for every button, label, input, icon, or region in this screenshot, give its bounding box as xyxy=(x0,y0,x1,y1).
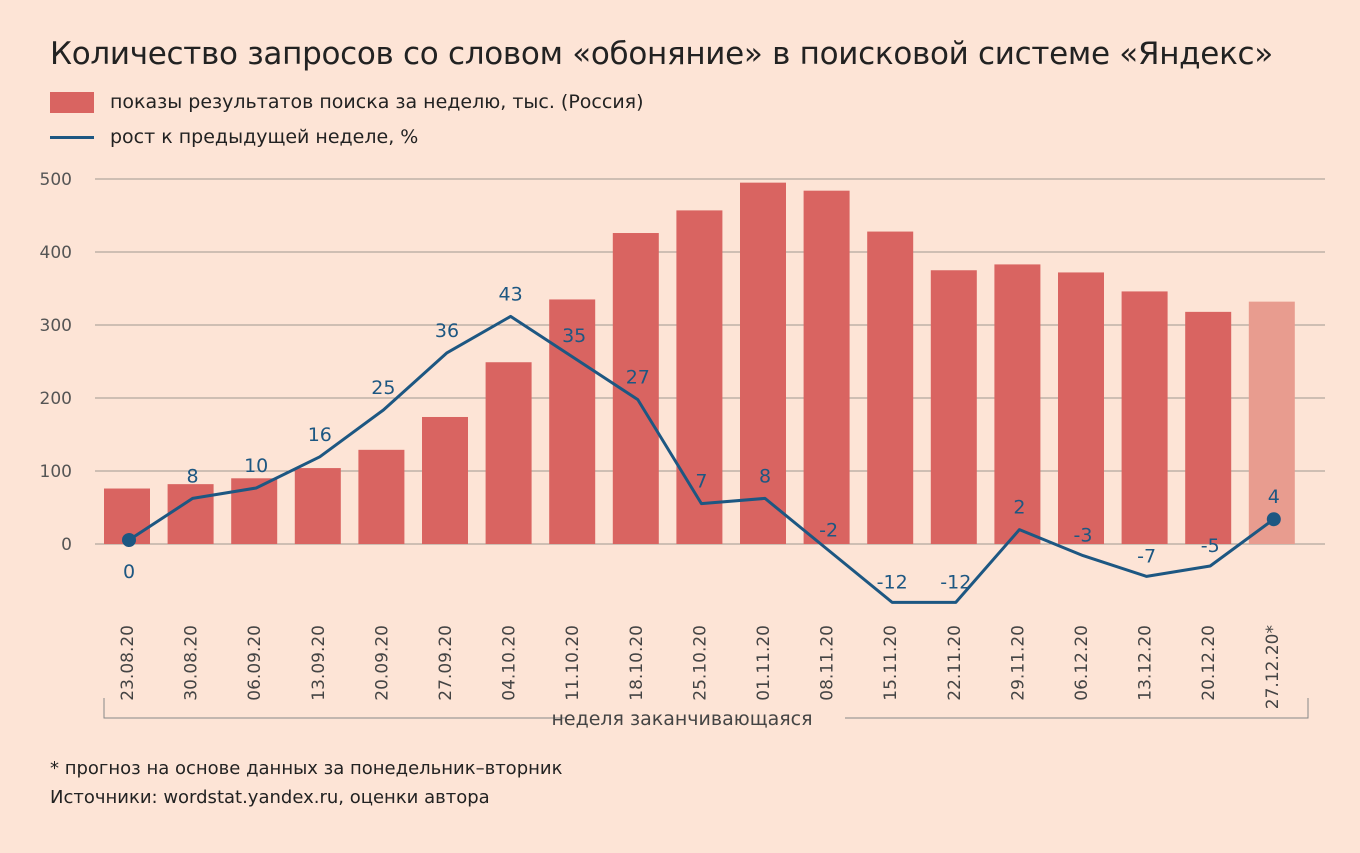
line-point-marker xyxy=(122,533,136,547)
bar xyxy=(549,299,596,544)
legend-line-swatch xyxy=(50,135,94,139)
x-tick-label: 25.10.20 xyxy=(690,625,710,701)
legend-bar-swatch xyxy=(50,91,94,113)
line-data-label: -3 xyxy=(1074,525,1093,547)
x-tick-label: 01.11.20 xyxy=(754,625,774,701)
bar xyxy=(167,484,214,544)
line-data-label: 7 xyxy=(695,471,707,493)
x-tick-label: 27.09.20 xyxy=(436,625,456,701)
x-tick-label: 13.09.20 xyxy=(309,625,329,701)
line-data-label: 8 xyxy=(759,465,771,487)
y-tick-label: 500 xyxy=(40,170,72,190)
x-tick-label: 04.10.20 xyxy=(500,625,520,701)
line-data-label: -2 xyxy=(819,519,838,541)
x-tick-label: 11.10.20 xyxy=(563,625,583,701)
forecast-footnote: * прогноз на основе данных за понедельни… xyxy=(50,758,563,779)
x-tick-label: 20.09.20 xyxy=(372,625,392,701)
bar xyxy=(740,182,786,544)
bar xyxy=(1121,291,1168,544)
bar xyxy=(994,264,1041,544)
line-data-label: -12 xyxy=(877,571,908,593)
line-data-label: 0 xyxy=(123,561,135,583)
bars xyxy=(104,182,1295,544)
y-tick-label: 0 xyxy=(61,535,72,555)
y-tick-label: 100 xyxy=(40,462,72,482)
line-data-label: 10 xyxy=(244,455,268,477)
x-tick-label: 06.12.20 xyxy=(1072,625,1092,701)
bar xyxy=(930,270,977,544)
growth-line xyxy=(128,314,1275,604)
line-data-label: 2 xyxy=(1013,497,1025,519)
bar xyxy=(358,449,405,544)
line-data-label: -5 xyxy=(1201,535,1220,557)
x-axis-bracket-left xyxy=(103,698,567,719)
growth-line-group: 0 8 10 16 25 36 43 35 27 7 8 -2 -12 -12 2 -3 -7 -5 4 xyxy=(122,283,1281,604)
x-tick-label: 20.12.20 xyxy=(1199,625,1219,701)
legend-item-line: рост к предыдущей неделе, % xyxy=(50,124,418,150)
y-tick-label: 300 xyxy=(40,316,72,336)
bar xyxy=(422,416,468,544)
bar xyxy=(803,190,850,544)
line-data-label: 8 xyxy=(187,465,199,487)
line-data-label: 43 xyxy=(499,283,523,305)
x-tick-label: 13.12.20 xyxy=(1136,625,1156,701)
line-data-label: 35 xyxy=(562,325,586,347)
legend-bar-label: показы результатов поиска за неделю, тыс… xyxy=(110,91,644,113)
x-tick-label: 15.11.20 xyxy=(881,625,901,701)
line-data-label: -7 xyxy=(1137,545,1156,567)
x-tick-label: 06.09.20 xyxy=(245,625,265,701)
sources-footnote: Источники: wordstat.yandex.ru, оценки ав… xyxy=(50,787,490,808)
bar xyxy=(294,468,341,544)
x-tick-label: 27.12.20* xyxy=(1263,625,1283,709)
x-tick-label: 22.11.20 xyxy=(945,625,965,701)
x-tick-label: 18.10.20 xyxy=(627,625,647,701)
x-axis-label: неделя заканчивающаяся xyxy=(551,708,812,730)
x-tick-label: 08.11.20 xyxy=(818,625,838,701)
bar xyxy=(867,231,914,544)
x-tick-label: 30.08.20 xyxy=(182,625,202,701)
x-axis: 23.08.20 30.08.20 06.09.20 13.09.20 20.09.20… xyxy=(103,625,1309,730)
bar xyxy=(676,210,723,544)
legend-line-label: рост к предыдущей неделе, % xyxy=(110,126,419,148)
bar xyxy=(1058,272,1104,544)
line-data-label: 36 xyxy=(435,320,459,342)
bar xyxy=(1185,311,1232,544)
x-tick-label: 29.11.20 xyxy=(1008,625,1028,701)
bar xyxy=(1248,301,1295,544)
y-tick-label: 200 xyxy=(40,389,72,409)
x-axis-bracket-right xyxy=(845,698,1309,719)
line-data-label: 4 xyxy=(1268,486,1280,508)
chart-title: Количество запросов со словом «обоняние»… xyxy=(50,36,1273,72)
line-data-label: 25 xyxy=(371,377,395,399)
y-tick-label: 400 xyxy=(40,243,72,263)
line-point-marker xyxy=(1266,512,1281,527)
line-data-label: 16 xyxy=(308,424,332,446)
legend-item-bars: показы результатов поиска за неделю, тыс… xyxy=(50,89,644,115)
line-data-label: -12 xyxy=(940,571,971,593)
bar xyxy=(485,362,532,544)
x-tick-label: 23.08.20 xyxy=(118,625,138,701)
line-data-label: 27 xyxy=(626,367,650,389)
